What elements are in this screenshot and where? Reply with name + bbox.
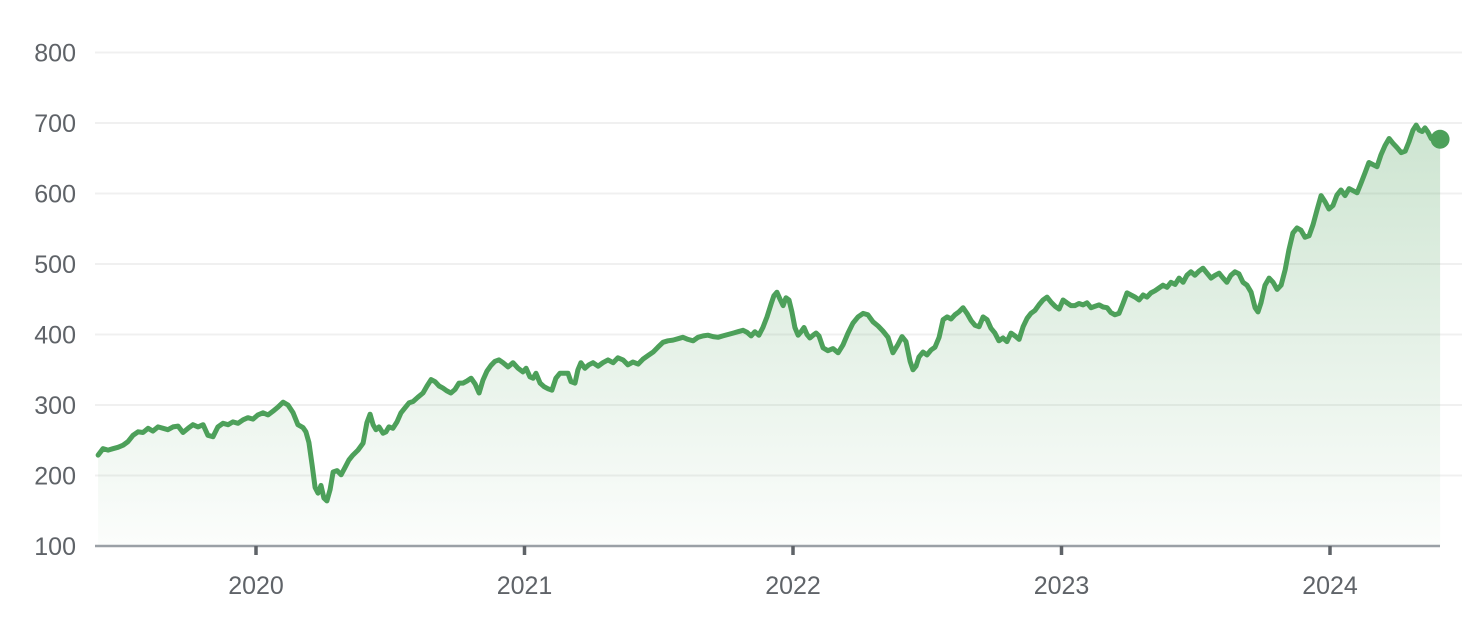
x-axis-tick xyxy=(522,546,527,555)
x-axis-tick xyxy=(1059,546,1064,555)
y-tick-label: 700 xyxy=(34,110,76,138)
y-tick-label: 500 xyxy=(34,251,76,279)
y-tick-label: 400 xyxy=(34,322,76,350)
area-fill xyxy=(98,125,1441,546)
y-tick-label: 200 xyxy=(34,463,76,491)
x-tick-label: 2023 xyxy=(1034,572,1090,600)
x-tick-label: 2021 xyxy=(497,572,553,600)
y-tick-label: 600 xyxy=(34,181,76,209)
x-tick-label: 2020 xyxy=(228,572,284,600)
price-line xyxy=(95,122,1443,504)
x-tick-label: 2022 xyxy=(765,572,821,600)
x-tick-label: 2024 xyxy=(1302,572,1358,600)
y-tick-label: 300 xyxy=(34,392,76,420)
endpoint-dot[interactable] xyxy=(1430,129,1450,149)
x-axis-tick xyxy=(1328,546,1332,555)
y-tick-label: 800 xyxy=(34,40,76,68)
x-axis-tick xyxy=(791,546,795,555)
x-axis-tick xyxy=(254,546,258,555)
y-tick-label: 100 xyxy=(34,533,76,561)
